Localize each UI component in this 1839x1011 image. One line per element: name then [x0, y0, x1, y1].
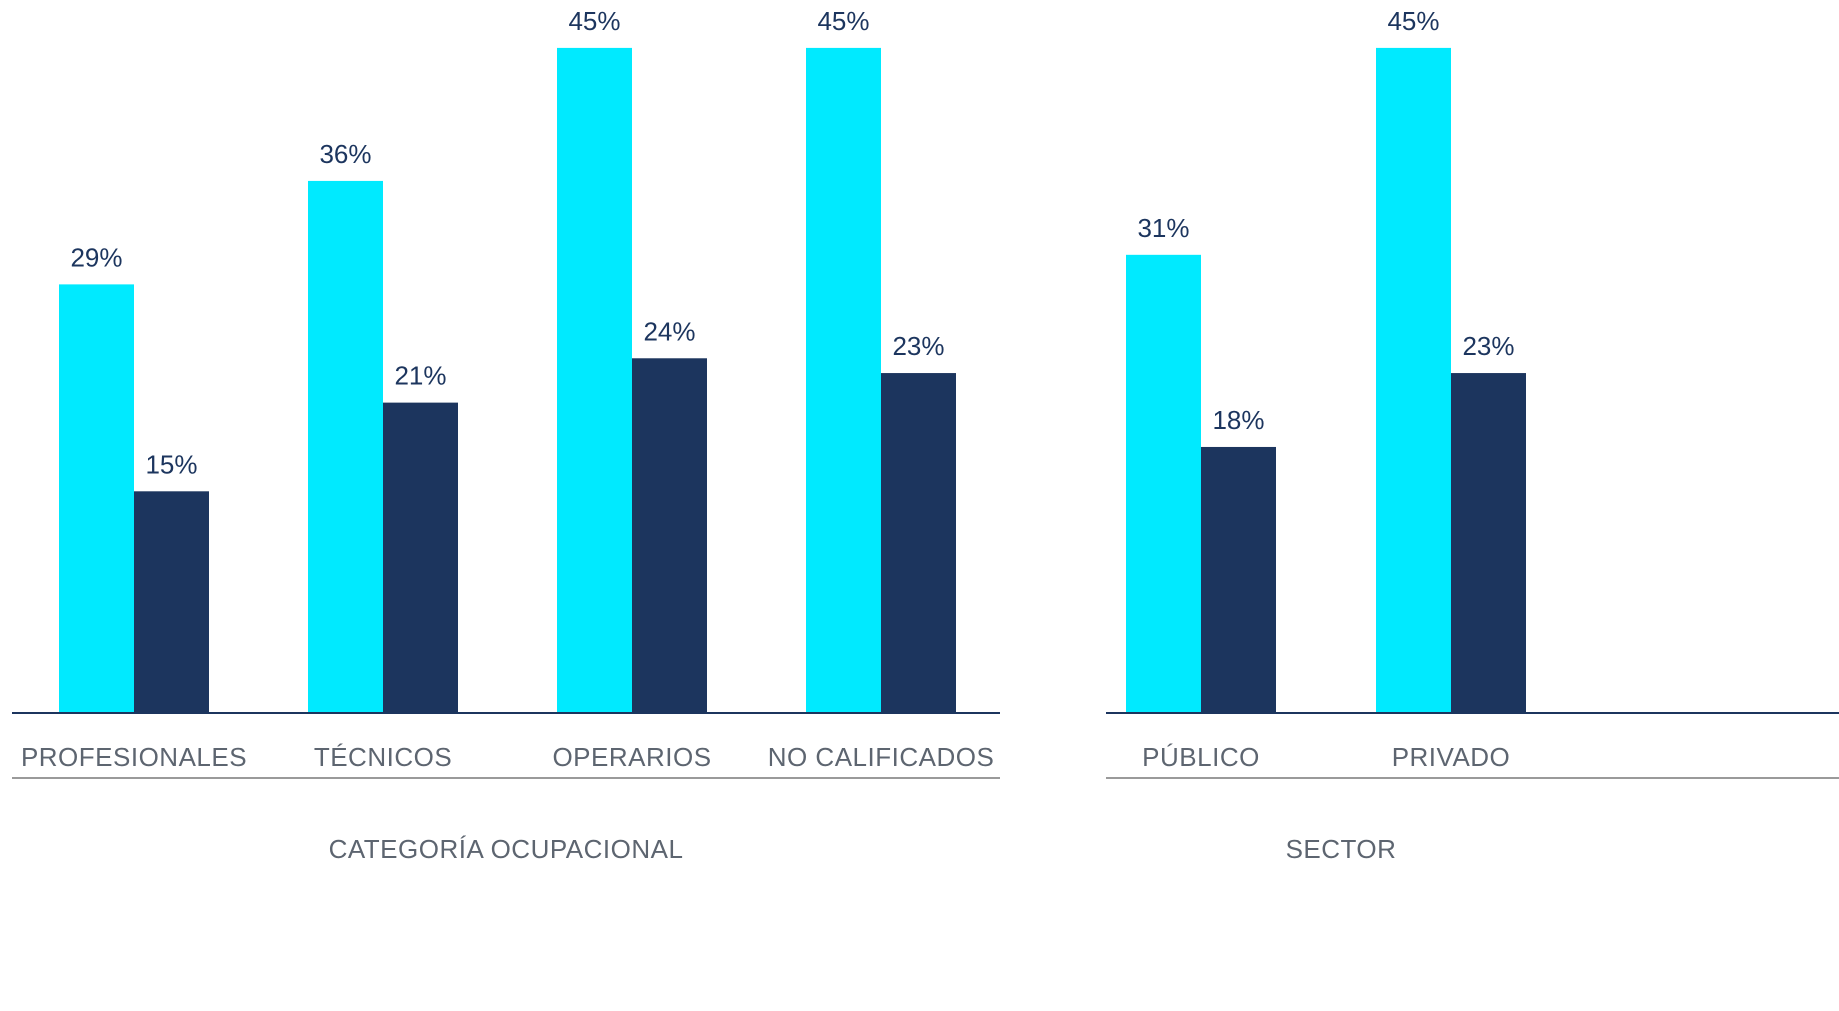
data-label: 31% — [1137, 213, 1189, 243]
chart-1: 31% 18% PÚBLICO 45% 23% PRIVADO SECTOR — [1106, 6, 1839, 864]
bar-dark — [632, 358, 707, 713]
data-label: 23% — [1462, 331, 1514, 361]
data-label: 18% — [1212, 405, 1264, 435]
data-label: 29% — [70, 242, 122, 272]
data-label: 21% — [394, 361, 446, 391]
bar-light — [1126, 254, 1201, 713]
category-tick-label: NO CALIFICADOS — [768, 742, 995, 772]
category-tick-label: OPERARIOS — [552, 742, 711, 772]
category-tick-label: TÉCNICOS — [314, 742, 452, 772]
bar-light — [1376, 47, 1451, 713]
data-label: 45% — [568, 6, 620, 36]
bar-dark — [134, 491, 209, 713]
bar-light — [59, 284, 134, 713]
bar-dark — [383, 402, 458, 713]
data-label: 36% — [319, 139, 371, 169]
category-tick-label: PÚBLICO — [1142, 742, 1260, 772]
bar-light — [308, 180, 383, 714]
data-label: 45% — [1387, 6, 1439, 36]
bar-light — [806, 47, 881, 713]
bar-dark — [881, 373, 956, 713]
data-label: 45% — [817, 6, 869, 36]
group-label: SECTOR — [1286, 834, 1397, 864]
category-tick-label: PROFESIONALES — [21, 742, 247, 772]
data-label: 23% — [892, 331, 944, 361]
data-label: 24% — [643, 316, 695, 346]
data-label: 15% — [145, 449, 197, 479]
chart-0: 29% 15% PROFESIONALES 36% 21% TÉCNICOS 45% 24% O… — [12, 6, 1000, 864]
bar-dark — [1201, 446, 1276, 713]
bar-dark — [1451, 373, 1526, 713]
category-tick-label: PRIVADO — [1392, 742, 1511, 772]
bar-light — [557, 47, 632, 713]
group-label: CATEGORÍA OCUPACIONAL — [329, 834, 684, 864]
